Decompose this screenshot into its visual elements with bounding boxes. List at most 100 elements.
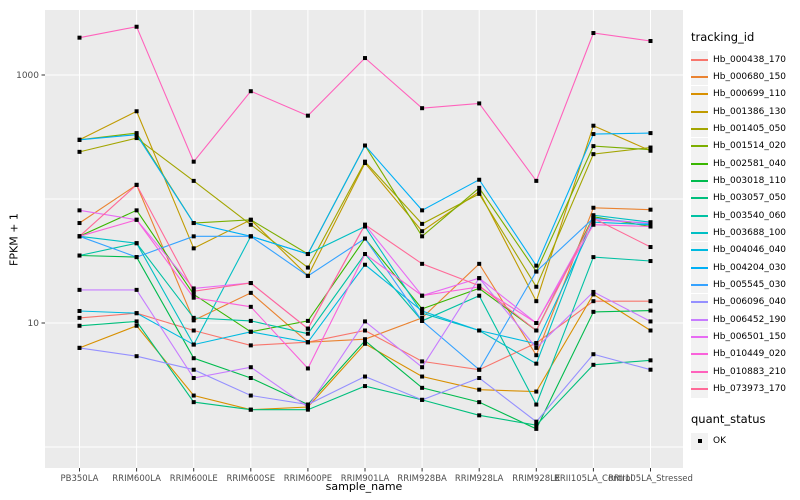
data-point <box>134 217 139 222</box>
data-point <box>534 419 539 424</box>
data-point <box>248 234 253 239</box>
data-point <box>305 366 310 371</box>
data-point <box>591 289 596 294</box>
legend-key-swatch <box>691 137 708 155</box>
legend-item-label: Hb_003688_100 <box>713 227 787 238</box>
data-point <box>477 189 482 194</box>
legend-item: Hb_001405_050 <box>691 120 799 138</box>
x-tick-label: PB350LA <box>61 474 99 484</box>
data-point <box>191 178 196 183</box>
data-point <box>534 299 539 304</box>
legend-item-label: Hb_004204_030 <box>713 262 787 273</box>
data-point <box>534 402 539 407</box>
quant-legend-item: OK <box>691 432 799 450</box>
data-point <box>305 407 310 412</box>
data-point <box>591 123 596 128</box>
legend-key-swatch <box>691 224 708 242</box>
data-point <box>248 393 253 398</box>
data-point <box>477 293 482 298</box>
data-point <box>648 145 653 150</box>
data-point <box>305 265 310 270</box>
legend-item-label: Hb_073973_170 <box>713 384 787 395</box>
legend-item: Hb_004046_040 <box>691 241 799 259</box>
data-point <box>477 185 482 190</box>
data-point <box>191 318 196 323</box>
data-point <box>534 353 539 358</box>
data-point <box>191 246 196 251</box>
legend-item-label: Hb_003540_060 <box>713 210 787 221</box>
data-point <box>363 159 367 164</box>
legend-line-sample <box>691 197 708 200</box>
legend-key-swatch <box>691 345 708 363</box>
legend-item-label: Hb_006501_150 <box>713 332 787 342</box>
data-point <box>591 216 596 221</box>
y-tick-label: 1000 <box>16 71 39 81</box>
legend-line-sample <box>691 127 708 130</box>
data-point <box>648 358 653 363</box>
data-point <box>191 315 196 320</box>
data-point <box>420 308 425 313</box>
data-point <box>648 299 653 304</box>
data-point <box>477 101 482 106</box>
data-point <box>420 374 425 379</box>
data-point <box>77 149 82 154</box>
data-point <box>248 376 253 381</box>
x-axis-title: sample_name <box>325 480 403 493</box>
legend-item: Hb_006096_040 <box>691 293 799 311</box>
legend-key-swatch <box>691 85 708 103</box>
data-point <box>134 109 139 114</box>
x-tick-label: RRIM600LA <box>112 474 161 484</box>
x-tick-label: RRIM928LA <box>455 474 504 484</box>
data-point <box>248 281 253 286</box>
x-axis-tick-labels: PB350LA RRIM600LA RRIM600LE RRIM600SE RRIM60… <box>61 474 693 484</box>
data-point <box>591 292 596 297</box>
data-point <box>420 315 425 320</box>
legend-line-sample <box>691 249 708 252</box>
legend-line-sample <box>691 353 708 356</box>
legend-item-label: Hb_010883_210 <box>713 366 787 377</box>
quant-legend-item-label: OK <box>713 436 726 447</box>
data-point <box>191 356 196 361</box>
data-point <box>591 362 596 367</box>
data-point <box>248 89 253 94</box>
legend-line-sample <box>691 145 708 148</box>
legend-item-label: Hb_006096_040 <box>713 297 787 308</box>
data-point <box>534 423 539 428</box>
legend-item-label: Hb_002581_040 <box>713 158 787 169</box>
data-point <box>248 304 253 309</box>
legend-line-sample <box>691 266 708 269</box>
legend-key-swatch <box>691 103 708 121</box>
legend-line-sample <box>691 283 708 286</box>
data-point <box>420 318 425 323</box>
legend-item-label: Hb_004046_040 <box>713 245 787 256</box>
x-tick-label: RRII105LA_Control <box>554 474 633 484</box>
legend-item: Hb_003057_050 <box>691 189 799 207</box>
x-tick-label: RRIM901LA <box>341 474 390 484</box>
data-point <box>191 221 196 226</box>
legend-item-label: Hb_001514_020 <box>713 141 787 152</box>
data-point <box>191 286 196 291</box>
data-point <box>477 387 482 392</box>
data-point <box>363 319 367 324</box>
y-tick-label: 10 <box>28 319 40 329</box>
data-point <box>305 273 310 278</box>
data-point <box>648 39 653 44</box>
data-point <box>420 306 425 311</box>
legend-line-sample <box>691 179 708 182</box>
data-point <box>77 253 82 258</box>
data-point <box>477 367 482 372</box>
legend-line-sample <box>691 93 708 96</box>
data-point <box>248 222 253 227</box>
data-point <box>591 31 596 36</box>
legend-item-label: Hb_000680_150 <box>713 71 787 82</box>
data-point <box>534 321 539 325</box>
data-point <box>534 328 539 333</box>
data-point <box>648 367 653 372</box>
legend-key-swatch <box>691 68 708 86</box>
data-point <box>648 308 653 313</box>
data-point <box>191 234 196 239</box>
y-axis-title: FPKM + 1 <box>7 213 21 266</box>
data-point <box>191 342 196 347</box>
data-point <box>477 413 482 418</box>
